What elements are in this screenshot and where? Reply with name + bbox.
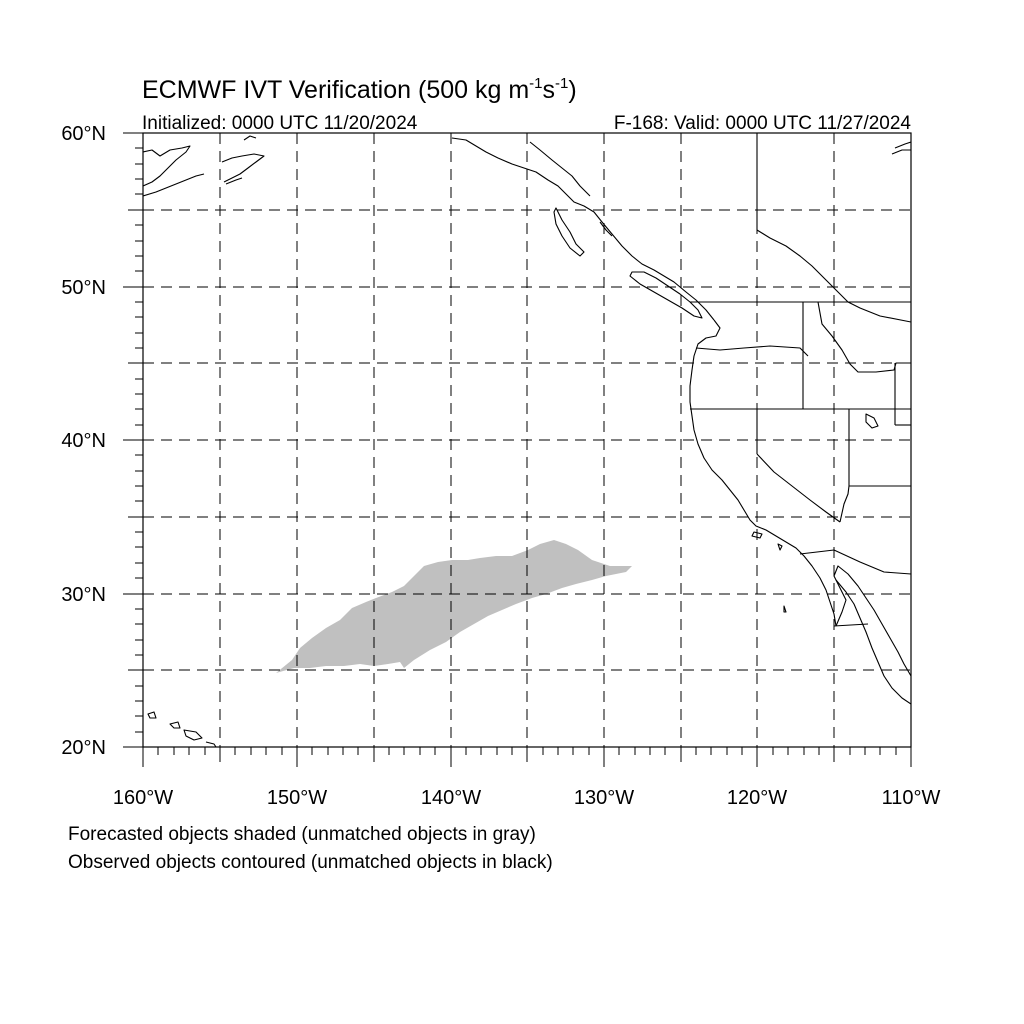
note-observed-objects: Observed objects contoured (unmatched ob… [68,852,553,873]
lat-label: 20°N [61,737,106,759]
forecast-objects [276,540,632,673]
lon-labels: 160°W 150°W 140°W 130°W 120°W 110°W [113,787,941,809]
graticule [143,133,911,747]
lon-label: 130°W [574,787,634,809]
lon-label: 160°W [113,787,173,809]
lat-label: 50°N [61,277,106,299]
coastlines [143,133,911,747]
map-title: ECMWF IVT Verification (500 kg m-1s-1) [142,75,577,104]
initialized-time: Initialized: 0000 UTC 11/20/2024 [142,113,418,134]
note-forecast-objects: Forecasted objects shaded (unmatched obj… [68,824,536,845]
lon-label: 120°W [727,787,787,809]
lat-labels: 60°N 50°N 40°N 30°N 20°N [61,123,106,759]
lon-label: 110°W [882,787,941,809]
valid-time: F-168: Valid: 0000 UTC 11/27/2024 [614,113,912,134]
lon-label: 140°W [421,787,481,809]
lat-label: 60°N [61,123,106,145]
lat-label: 40°N [61,430,106,452]
lat-label: 30°N [61,584,106,606]
lon-label: 150°W [267,787,327,809]
forecast-object-unmatched [276,540,632,673]
axis-ticks [123,132,912,767]
